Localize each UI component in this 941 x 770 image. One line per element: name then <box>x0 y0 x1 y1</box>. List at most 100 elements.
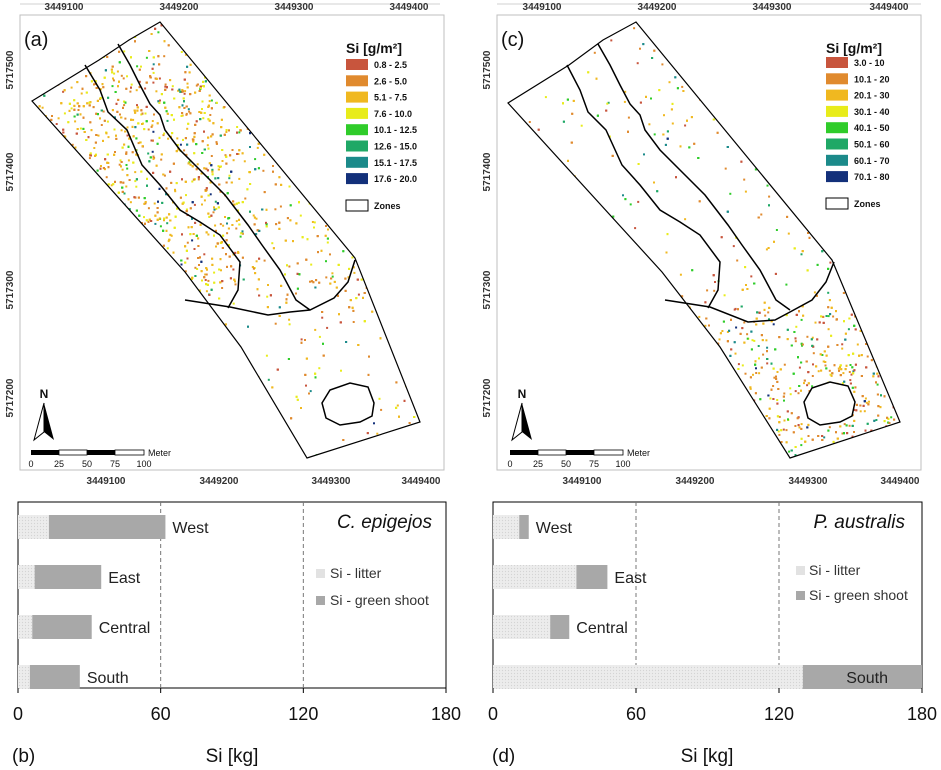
map-c-legend-label: 40.1 - 50 <box>854 123 890 133</box>
bar-east-litter <box>493 565 577 589</box>
map-a: 3449100 3449200 3449300 3449400 5717500 … <box>5 2 445 487</box>
map-a-xtick-top: 3449400 <box>390 2 429 13</box>
map-a-north-arrow: N <box>33 387 54 442</box>
map-c-legend-label: 70.1 - 80 <box>854 172 890 182</box>
panel-label-d: (d) <box>492 746 515 767</box>
map-a-top-axis: 3449100 3449200 3449300 3449400 <box>20 2 440 13</box>
chart-d-legend-swatch-green <box>796 591 805 600</box>
x-tick-label: 0 <box>488 704 498 724</box>
map-c-xtick-bottom: 3449400 <box>881 476 920 487</box>
map-a-legend-label: 12.6 - 15.0 <box>374 142 417 152</box>
chart-b-title: C. epigejos <box>337 512 433 533</box>
map-a-bottom-axis: 3449100 3449200 3449300 3449400 <box>87 476 441 487</box>
x-tick-label: 60 <box>626 704 646 724</box>
bar-central-litter <box>493 615 551 639</box>
map-c-legend-title: Si [g/m²] <box>826 40 882 56</box>
map-c-zone-boundaries <box>566 43 856 426</box>
chart-d-category-labels: West East Central South <box>536 520 888 687</box>
map-a-ytick: 5717300 <box>5 270 16 309</box>
chart-d: West East Central South 0 60 120 180 P. austra… <box>488 501 937 767</box>
chart-d-gridlines <box>635 502 780 688</box>
map-c-legend-swatch <box>826 154 848 166</box>
panel-label-a: (a) <box>24 29 48 51</box>
chart-d-title: P. australis <box>813 512 905 533</box>
chart-b-x-ticks: 0 60 120 180 <box>13 688 461 724</box>
map-c-legend-swatch <box>826 122 848 134</box>
bar-south-litter <box>18 665 30 689</box>
north-label: N <box>518 387 527 401</box>
map-c-legend-swatch <box>826 171 848 183</box>
scale-label: 25 <box>533 459 543 469</box>
map-c-legend-swatch <box>826 73 848 85</box>
map-a-ytick: 5717200 <box>5 378 16 417</box>
map-c-scale-bar: Meter 0 25 50 75 100 <box>507 448 650 469</box>
panel-label-b: (b) <box>12 746 35 767</box>
chart-b-legend-litter: Si - litter <box>330 565 382 581</box>
chart-d-xlabel: Si [kg] <box>681 746 734 767</box>
map-c-legend-zones-label: Zones <box>854 199 881 209</box>
map-c-legend-label: 10.1 - 20 <box>854 74 890 84</box>
category-label-south: South <box>846 670 888 687</box>
bar-east-litter <box>18 565 35 589</box>
x-tick-label: 120 <box>764 704 794 724</box>
map-c-legend-label: 3.0 - 10 <box>854 58 885 68</box>
map-a-legend-swatch <box>346 75 368 87</box>
map-a-legend-label: 10.1 - 12.5 <box>374 125 417 135</box>
map-a-legend-label: 15.1 - 17.5 <box>374 158 417 168</box>
scale-label: 75 <box>589 459 599 469</box>
scale-label: 50 <box>561 459 571 469</box>
map-a-legend-label: 17.6 - 20.0 <box>374 174 417 184</box>
map-a-ytick: 5717500 <box>5 50 16 89</box>
map-a-xtick-bottom: 3449200 <box>200 476 239 487</box>
category-label-west: West <box>536 520 573 537</box>
bar-south-litter <box>493 665 803 689</box>
chart-b-bars <box>18 515 166 689</box>
map-c-legend-swatch <box>826 138 848 150</box>
map-c-top-axis: 3449100 3449200 3449300 3449400 <box>497 2 921 13</box>
scale-label: 100 <box>136 459 151 469</box>
map-a-xtick-top: 3449200 <box>160 2 199 13</box>
scale-label: 50 <box>82 459 92 469</box>
map-a-left-axis: 5717500 5717400 5717300 5717200 <box>5 50 16 417</box>
map-c-site-outline <box>507 21 901 459</box>
map-c-left-axis: 5717500 5717400 5717300 5717200 <box>482 50 493 417</box>
chart-d-legend-swatch-litter <box>796 566 805 575</box>
map-a-site-outline <box>31 21 421 459</box>
map-a-legend-swatch <box>346 107 368 119</box>
scale-label: 25 <box>54 459 64 469</box>
map-a-legend: Si [g/m²] 0.8 - 2.5 2.6 - 5.0 5.1 - 7.5 7.6… <box>345 40 417 212</box>
chart-b-legend-swatch-litter <box>316 569 325 578</box>
map-a-xtick-top: 3449100 <box>45 2 84 13</box>
map-c-legend-zones-swatch <box>825 197 849 210</box>
map-c-legend-items: 3.0 - 10 10.1 - 20 20.1 - 30 30.1 - 40 40.1 … <box>826 57 890 183</box>
chart-b-legend: Si - litter Si - green shoot <box>316 565 429 608</box>
map-c-ytick: 5717200 <box>482 378 493 417</box>
map-c-xtick-top: 3449300 <box>753 2 792 13</box>
chart-b-category-labels: West East Central South <box>87 520 209 687</box>
category-label-south: South <box>87 670 129 687</box>
category-label-west: West <box>172 520 209 537</box>
north-label: N <box>40 387 49 401</box>
scale-label: 75 <box>110 459 120 469</box>
map-a-legend-swatch <box>346 156 368 168</box>
map-a-legend-items: 0.8 - 2.5 2.6 - 5.0 5.1 - 7.5 7.6 - 10.0 10.… <box>346 59 417 185</box>
map-c-xtick-top: 3449400 <box>870 2 909 13</box>
map-c-ytick: 5717400 <box>482 152 493 191</box>
map-a-frame <box>19 14 445 471</box>
scale-label: 0 <box>507 459 512 469</box>
category-label-central: Central <box>576 620 628 637</box>
map-a-legend-label: 0.8 - 2.5 <box>374 60 407 70</box>
chart-d-bars <box>493 515 922 689</box>
x-tick-label: 120 <box>288 704 318 724</box>
chart-b-legend-swatch-green <box>316 596 325 605</box>
category-label-east: East <box>614 570 647 587</box>
map-a-legend-zones-swatch <box>345 199 369 212</box>
bar-central-litter <box>18 615 33 639</box>
map-c-legend-label: 60.1 - 70 <box>854 156 890 166</box>
panel-label-c: (c) <box>501 29 524 51</box>
x-tick-label: 0 <box>13 704 23 724</box>
map-c-xtick-bottom: 3449100 <box>563 476 602 487</box>
map-c-legend-label: 20.1 - 30 <box>854 91 890 101</box>
bar-west-green-shoot <box>48 515 166 539</box>
